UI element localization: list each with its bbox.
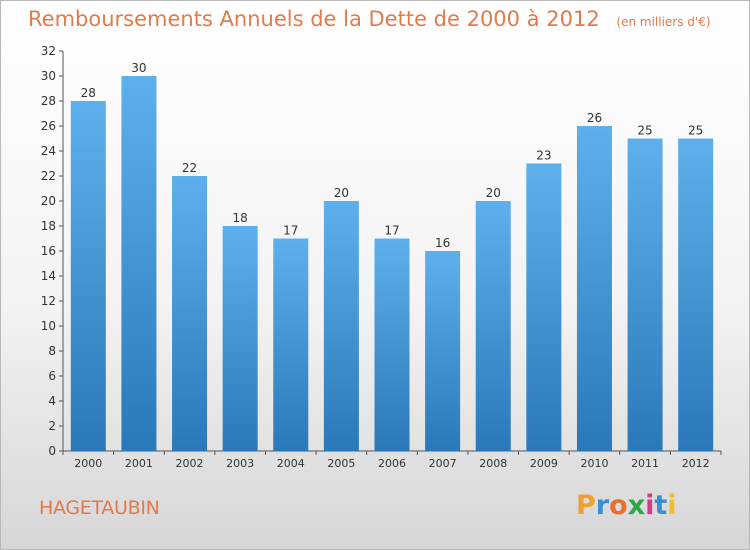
y-tick-label: 16	[41, 244, 56, 258]
x-tick-label: 2012	[682, 457, 710, 470]
chart-unit-label: (en milliers d'€)	[616, 15, 711, 29]
logo-letter: x	[627, 490, 646, 521]
y-tick-label: 28	[41, 94, 56, 108]
data-label-2001: 30	[131, 61, 146, 75]
y-tick-label: 10	[41, 319, 56, 333]
logo-letter: o	[609, 490, 628, 521]
y-tick-label: 2	[48, 419, 56, 433]
x-tick-label: 2008	[479, 457, 507, 470]
bar-2004	[273, 238, 309, 451]
bar-2009	[526, 163, 562, 451]
data-label-2008: 20	[486, 186, 501, 200]
data-label-2009: 23	[536, 149, 551, 163]
bar-2006	[374, 238, 410, 451]
x-tick-label: 2009	[530, 457, 558, 470]
y-tick-label: 0	[48, 444, 56, 458]
x-tick-label: 2001	[125, 457, 153, 470]
data-label-2012: 25	[688, 124, 703, 138]
y-tick-label: 14	[41, 269, 56, 283]
data-label-2007: 16	[435, 236, 450, 250]
x-tick-label: 2002	[176, 457, 204, 470]
data-label-2006: 17	[384, 224, 399, 238]
bar-2005	[323, 201, 359, 451]
y-tick-label: 4	[48, 394, 56, 408]
data-label-2004: 17	[283, 224, 298, 238]
bar-2003	[222, 226, 258, 451]
y-tick-label: 8	[48, 344, 56, 358]
bar-2012	[678, 138, 714, 451]
bar-2011	[627, 138, 663, 451]
bar-2010	[576, 126, 612, 451]
data-label-2000: 28	[81, 86, 96, 100]
chart-title-text: Remboursements Annuels de la Dette de 20…	[28, 7, 600, 31]
y-tick-label: 30	[41, 69, 56, 83]
proxiti-logo[interactable]: Proxiti	[576, 490, 677, 521]
data-label-2010: 26	[587, 111, 602, 125]
bar-2002	[172, 176, 208, 451]
data-label-2002: 22	[182, 161, 197, 175]
logo-letter: t	[654, 490, 668, 521]
bar-series	[70, 76, 714, 451]
bar-2008	[475, 201, 511, 451]
logo-letter: i	[645, 490, 655, 521]
data-label-2011: 25	[637, 124, 652, 138]
x-tick-label: 2004	[277, 457, 305, 470]
x-tick-label: 2005	[327, 457, 355, 470]
y-tick-label: 26	[41, 119, 56, 133]
logo-letter: P	[576, 490, 596, 521]
data-label-2003: 18	[233, 211, 248, 225]
y-tick-label: 20	[41, 194, 56, 208]
y-tick-label: 32	[41, 44, 56, 58]
x-tick-label: 2000	[74, 457, 102, 470]
x-tick-label: 2003	[226, 457, 254, 470]
y-tick-label: 24	[41, 144, 56, 158]
x-tick-label: 2007	[429, 457, 457, 470]
x-tick-label: 2010	[580, 457, 608, 470]
y-tick-label: 18	[41, 219, 56, 233]
commune-name: HAGETAUBIN	[39, 497, 160, 519]
bar-2001	[121, 76, 157, 451]
data-label-2005: 20	[334, 186, 349, 200]
logo-letter: r	[595, 490, 610, 521]
logo-letter: i	[667, 490, 677, 521]
y-tick-label: 22	[41, 169, 56, 183]
x-tick-label: 2006	[378, 457, 406, 470]
bar-2000	[70, 101, 106, 451]
y-tick-label: 6	[48, 369, 56, 383]
chart-title: Remboursements Annuels de la Dette de 20…	[28, 7, 711, 31]
data-labels: 28 30 22 18 17 20 17 16 20 23 26 25 25	[81, 61, 704, 250]
x-tick-label: 2011	[631, 457, 659, 470]
bar-2007	[425, 251, 461, 451]
y-tick-label: 12	[41, 294, 56, 308]
